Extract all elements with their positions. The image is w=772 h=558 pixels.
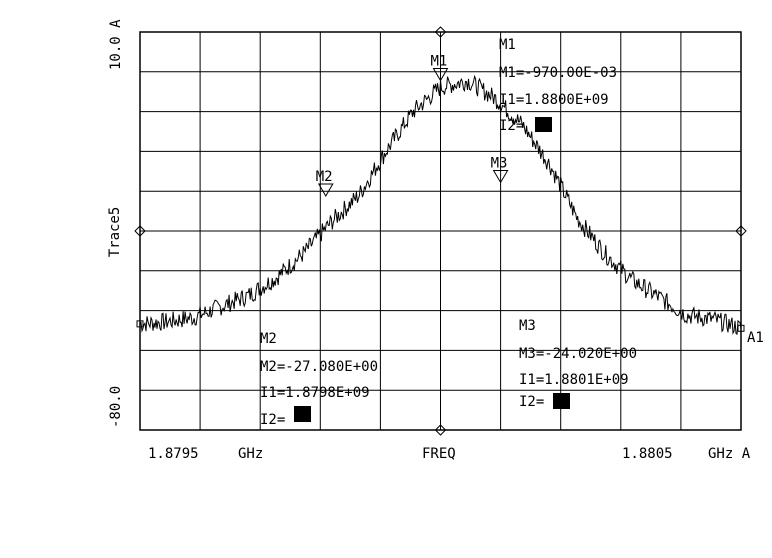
top-center-diamond [434,26,447,38]
marker-m2-triangle [317,183,334,197]
trace-end-square [737,324,745,332]
left-center-diamond [134,225,146,237]
marker-m3-header: M3 [519,318,536,334]
marker-m2-i1: I1=1.8798E+09 [260,385,370,401]
marker-m2-readout: M2 M2=-27.080E+00 I1=1.8798E+09 I2= [260,331,378,428]
marker-m3-i2-block [553,393,570,409]
right-center-diamond [735,225,747,237]
marker-m1-triangle [432,68,449,82]
marker-m3-label: M3 [491,155,508,171]
x-tick-left-unit: GHz [238,446,263,462]
marker-m2-i2-block [294,406,311,422]
marker-m2-header: M2 [260,331,277,347]
marker-m1-value: M1=-970.00E-03 [499,65,617,81]
marker-m1-i2-block [535,117,552,132]
trace-end-markers [136,320,745,332]
marker-m3-i2: I2= [519,394,544,410]
marker-m2-i2: I2= [260,412,285,428]
marker-m1-i1: I1=1.8800E+09 [499,92,609,108]
trace-label: A1 [747,330,764,346]
marker-m2-label: M2 [316,169,333,185]
marker-m3-i1: I1=1.8801E+09 [519,372,629,388]
plot-frame [139,31,742,431]
marker-m1-i2: I2= [499,118,524,134]
bottom-center-diamond [434,424,447,436]
x-tick-left-value: 1.8795 [148,446,199,462]
x-axis-label: FREQ [422,446,456,462]
marker-m1-header: M1 [499,37,516,53]
y-top-label: 10.0 A [108,19,124,70]
y-bottom-label: -80.0 [108,386,124,428]
marker-m3-readout: M3 M3=-24.020E+00 I1=1.8801E+09 I2= [519,318,637,410]
marker-m1-label: M1 [431,54,448,70]
marker-m3-triangle [492,169,509,184]
x-tick-right-value: 1.8805 [622,446,673,462]
plot-grid [140,32,741,430]
marker-m2-value: M2=-27.080E+00 [260,359,378,375]
marker-m1-readout: M1 M1=-970.00E-03 I1=1.8800E+09 I2= [499,37,617,134]
marker-group: M1 M2 M3 [316,54,509,197]
edge-markers [134,26,747,436]
marker-m3-value: M3=-24.020E+00 [519,346,637,362]
x-tick-right-unit: GHz A [708,446,751,462]
trace-start-square [136,320,144,328]
y-axis-label: Trace5 [107,207,123,258]
